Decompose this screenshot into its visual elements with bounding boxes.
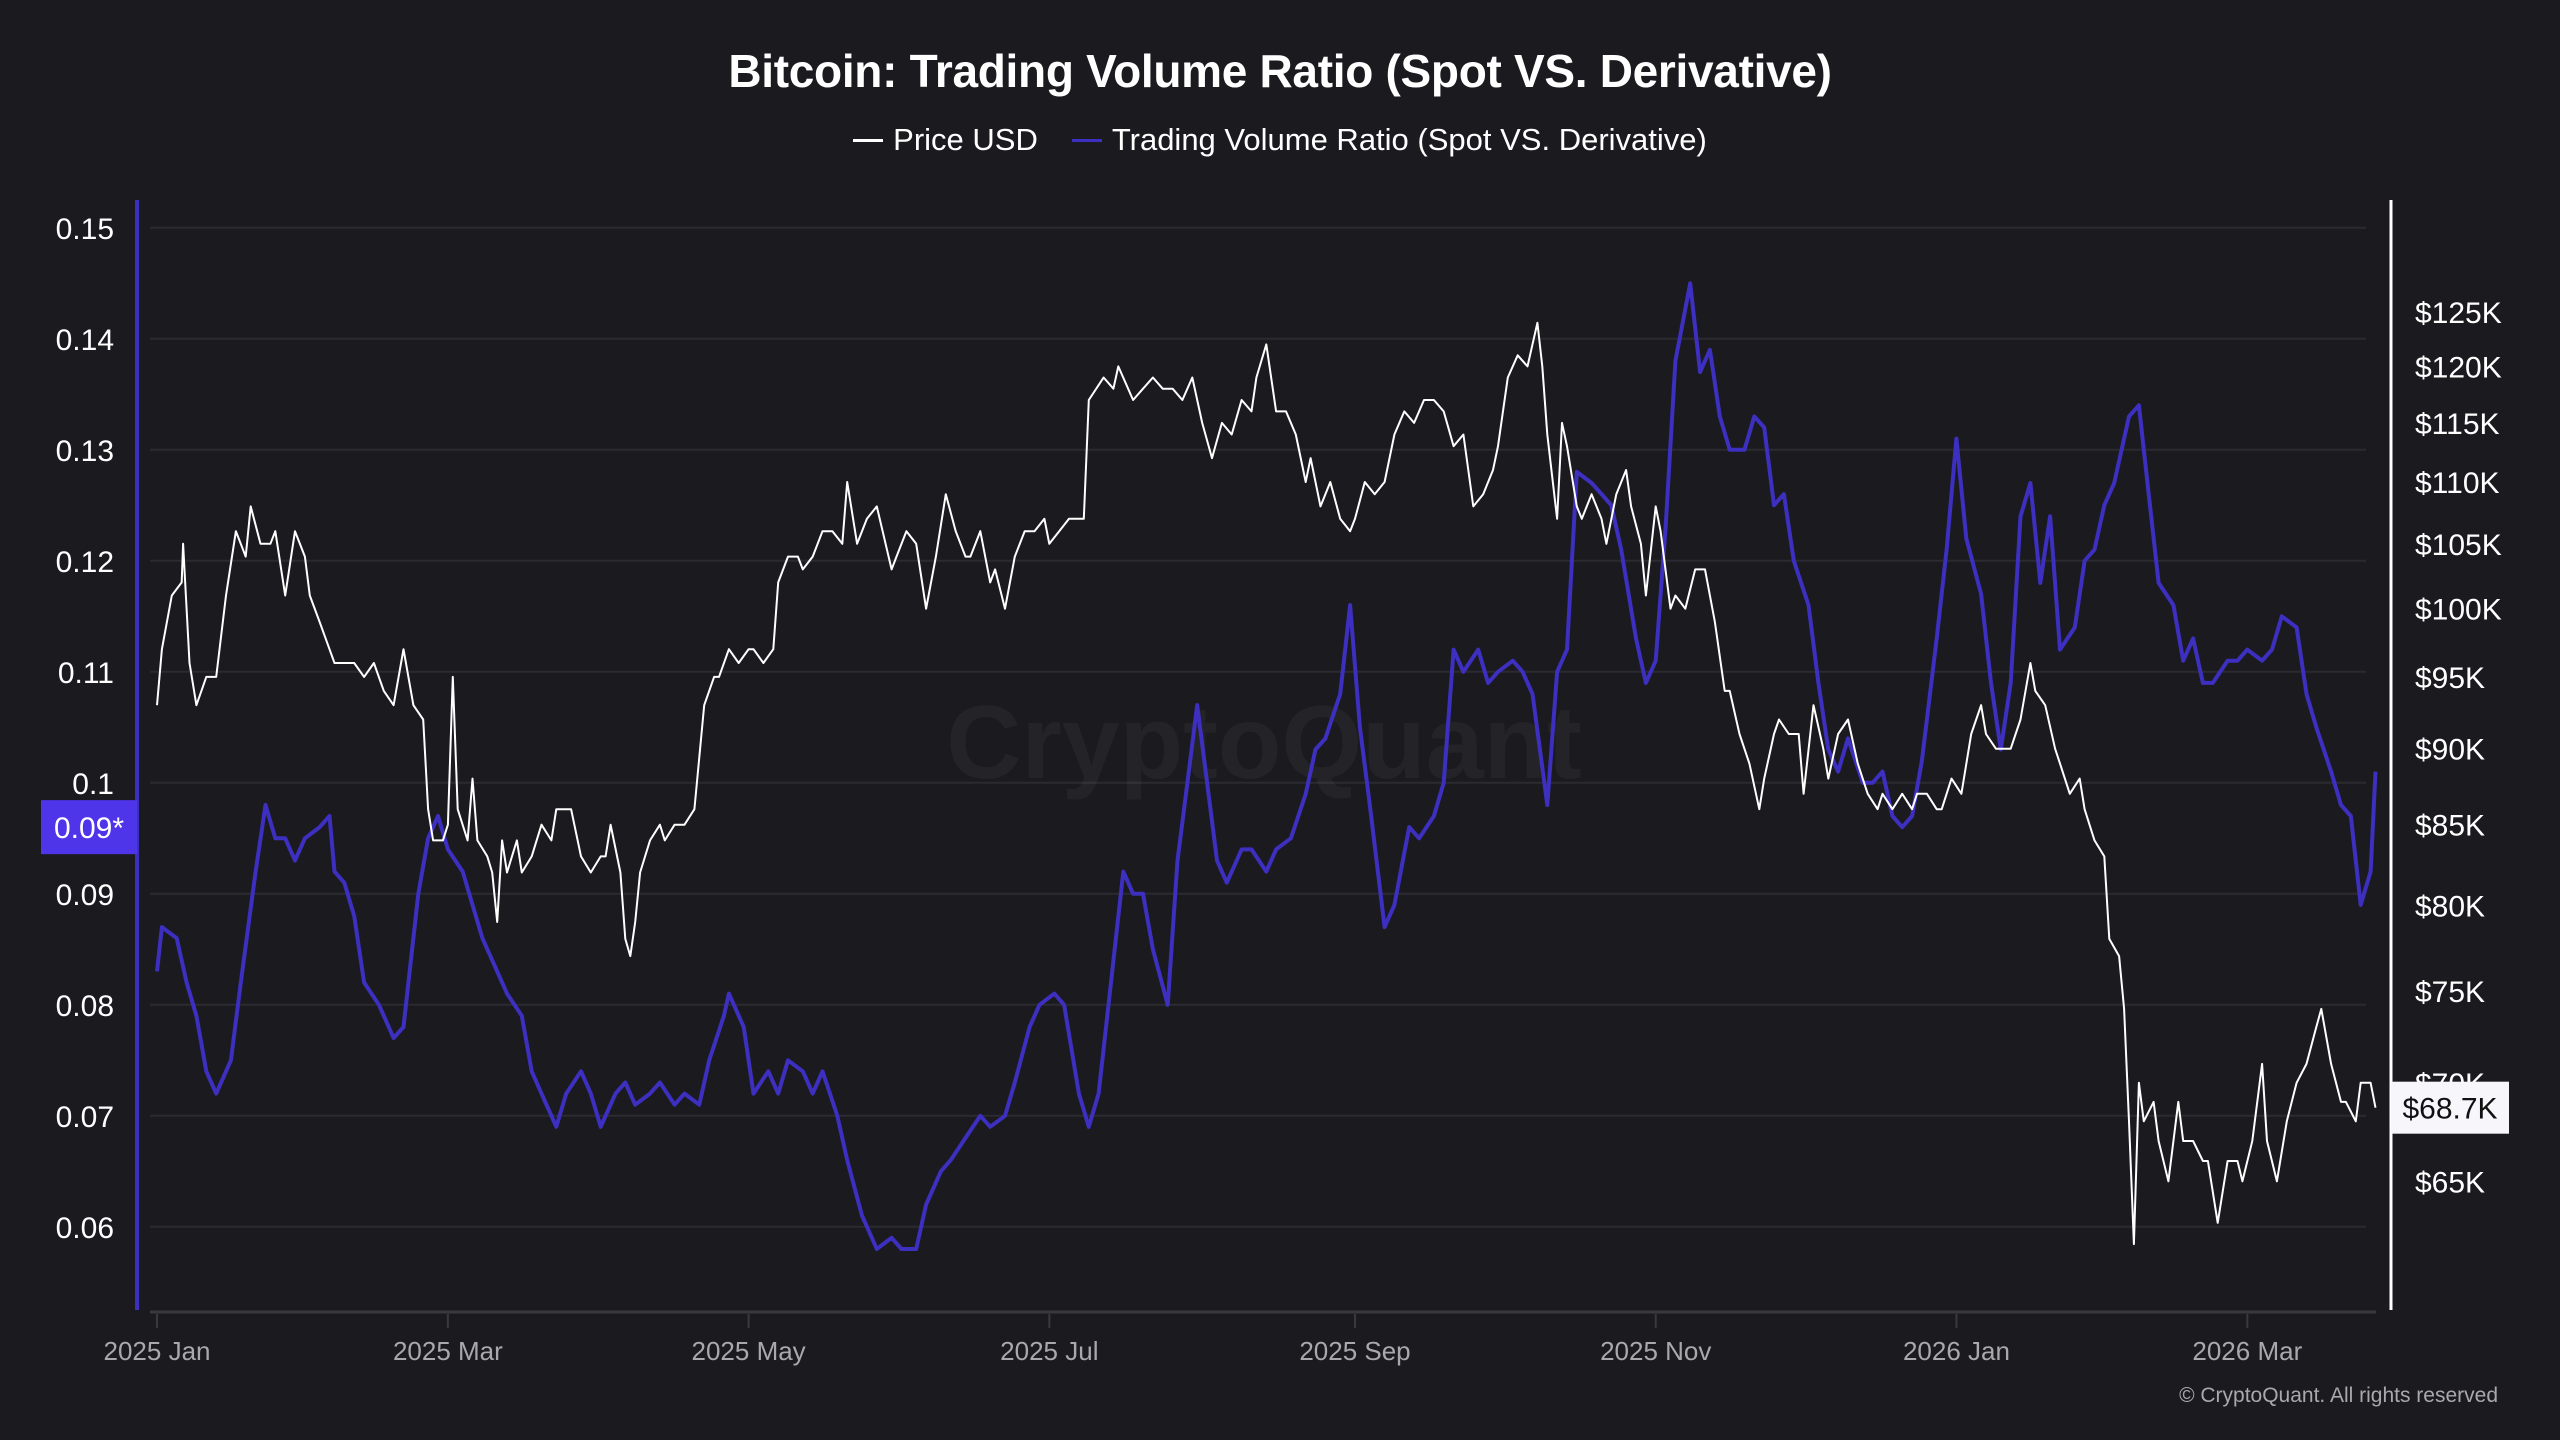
right-axis: $125K $120K $115K $110K $105K $100K $95K $90K $8… bbox=[2389, 200, 2502, 1310]
left-tick-label: 0.09 bbox=[56, 879, 114, 912]
left-tick-label: 0.13 bbox=[56, 435, 114, 468]
right-tick-label: $105K bbox=[2415, 529, 2502, 562]
left-tick-label: 0.11 bbox=[58, 657, 114, 690]
right-tick-label: $80K bbox=[2415, 890, 2485, 923]
x-tick-label: 2025 Nov bbox=[1600, 1336, 1711, 1366]
right-tick-label: $65K bbox=[2415, 1166, 2485, 1199]
left-tick-label: 0.12 bbox=[56, 546, 114, 579]
legend-item-price[interactable]: Price USD bbox=[853, 122, 1038, 158]
left-current-value-badge bbox=[41, 800, 137, 855]
left-tick-label: 0.06 bbox=[56, 1212, 114, 1245]
series-layer bbox=[155, 281, 2378, 1251]
x-tick-label: 2026 Jan bbox=[1903, 1336, 2010, 1366]
right-tick-label: $110K bbox=[2415, 467, 2500, 500]
right-tick-label: $95K bbox=[2415, 662, 2485, 695]
left-tick-label: 0.15 bbox=[56, 213, 114, 246]
gridlines bbox=[150, 226, 2366, 1228]
x-tick-label: 2025 Jan bbox=[104, 1336, 211, 1366]
x-tick-label: 2025 Sep bbox=[1299, 1336, 1410, 1366]
right-tick-label: $120K bbox=[2415, 351, 2502, 384]
right-tick-label: $75K bbox=[2415, 976, 2485, 1009]
legend-swatch-ratio bbox=[1071, 138, 1102, 142]
current-value-markers: 0.09* $68.7K bbox=[41, 800, 2509, 1134]
left-tick-label: 0.1 bbox=[72, 768, 114, 801]
x-tick-label: 2025 Jul bbox=[1000, 1336, 1098, 1366]
right-tick-label: $115K bbox=[2415, 408, 2500, 441]
copyright-text: © CryptoQuant. All rights reserved bbox=[2179, 1384, 2498, 1407]
right-tick-label: $85K bbox=[2415, 810, 2485, 843]
legend-label-ratio: Trading Volume Ratio (Spot VS. Derivativ… bbox=[1111, 122, 1707, 157]
left-axis: 0.15 0.14 0.13 0.12 0.11 0.1 0.09 0.08 0.07 0.06 bbox=[56, 200, 139, 1310]
right-current-value-label: $68.7K bbox=[2402, 1093, 2497, 1126]
legend-swatch-price bbox=[853, 138, 884, 142]
right-tick-label: $90K bbox=[2415, 734, 2485, 767]
legend-label-price: Price USD bbox=[893, 122, 1038, 157]
right-tick-label: $125K bbox=[2415, 297, 2502, 330]
x-axis: 2025 Jan 2025 Mar 2025 May 2025 Jul 2025 Sep… bbox=[104, 1310, 2376, 1366]
legend: Price USD Trading Volume Ratio (Spot VS.… bbox=[0, 122, 2560, 158]
right-tick-label: $100K bbox=[2415, 594, 2502, 627]
legend-item-ratio[interactable]: Trading Volume Ratio (Spot VS. Derivativ… bbox=[1071, 122, 1707, 158]
watermark: CryptoQuant bbox=[946, 685, 1582, 801]
left-tick-label: 0.08 bbox=[56, 990, 114, 1023]
ratio-series-line bbox=[155, 281, 2378, 1251]
price-series-line bbox=[156, 321, 2377, 1246]
chart-title: Bitcoin: Trading Volume Ratio (Spot VS. … bbox=[728, 45, 1832, 97]
right-current-value-badge bbox=[2391, 1081, 2509, 1134]
left-tick-label: 0.14 bbox=[56, 324, 114, 357]
x-tick-label: 2025 May bbox=[692, 1336, 806, 1366]
x-tick-label: 2026 Mar bbox=[2192, 1336, 2302, 1366]
left-current-value-label: 0.09* bbox=[54, 812, 124, 845]
left-tick-label: 0.07 bbox=[56, 1101, 114, 1134]
x-tick-label: 2025 Mar bbox=[393, 1336, 503, 1366]
